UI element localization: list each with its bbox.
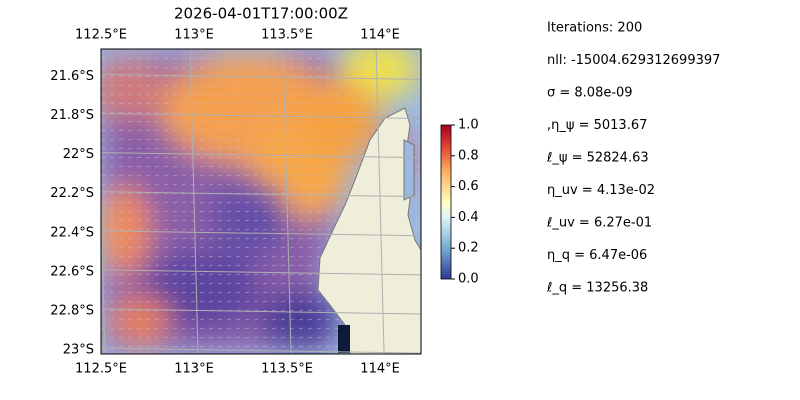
lat-tick-label: 22.2°S <box>50 186 94 201</box>
lon-tick-label-bottom: 112.5°E <box>75 362 127 377</box>
stat-line: Iterations: 200 <box>547 21 642 36</box>
lon-tick-label-top: 113°E <box>174 28 214 43</box>
stat-line: η_q = 6.47e-06 <box>547 248 647 263</box>
lon-tick-label-bottom: 113.5°E <box>261 362 313 377</box>
colorbar-tick-label: 0.8 <box>458 148 479 163</box>
lat-grid-line <box>101 112 421 119</box>
lat-grid-line <box>101 73 421 80</box>
map-area <box>101 49 421 354</box>
stat-line: ,η_ψ = 5013.67 <box>547 118 647 133</box>
lon-tick-label-top: 112.5°E <box>75 28 127 43</box>
stat-line: ℓ_ψ = 52824.63 <box>546 151 649 166</box>
stat-line: η_uv = 4.13e-02 <box>547 183 655 198</box>
lat-tick-label: 22°S <box>63 147 94 162</box>
lat-grid-line <box>101 269 421 276</box>
lon-tick-label-top: 114°E <box>360 28 400 43</box>
lat-grid-line <box>101 347 421 354</box>
land <box>317 49 421 354</box>
colorbar-tick-label: 0.0 <box>458 272 479 287</box>
colorbar-tick-label: 0.2 <box>458 241 479 256</box>
lat-grid-line <box>101 230 421 237</box>
lat-tick-label: 22.8°S <box>50 303 94 318</box>
lon-tick-label-bottom: 114°E <box>360 362 400 377</box>
lat-tick-label: 23°S <box>63 343 94 358</box>
lat-tick-label: 21.6°S <box>50 69 94 84</box>
colorbar-tick-label: 0.6 <box>458 179 479 194</box>
stat-line: nll: -15004.629312699397 <box>547 53 720 68</box>
map-frame <box>100 48 422 355</box>
lon-tick-label-top: 113.5°E <box>261 28 313 43</box>
lat-tick-label: 21.8°S <box>50 108 94 123</box>
stat-line: ℓ_q = 13256.38 <box>546 281 648 296</box>
lat-tick-label: 22.6°S <box>50 264 94 279</box>
colorbar-tick-label: 1.0 <box>458 118 479 133</box>
lon-grid-line <box>282 49 292 354</box>
lat-grid-line <box>101 152 421 159</box>
lon-grid-line <box>375 49 385 354</box>
stat-line: ℓ_uv = 6.27e-01 <box>546 216 652 231</box>
colorbar <box>440 124 452 280</box>
lat-grid-line <box>101 308 421 315</box>
lon-grid-line <box>101 182 106 354</box>
map-title: 2026-04-01T17:00:00Z <box>174 5 348 23</box>
lat-tick-label: 22.4°S <box>50 225 94 240</box>
colorbar-tick-label: 0.4 <box>458 210 479 225</box>
lat-grid-line <box>101 191 421 198</box>
stat-line: σ = 8.08e-09 <box>547 86 633 101</box>
lon-grid-line <box>189 49 199 354</box>
lon-tick-label-bottom: 113°E <box>174 362 214 377</box>
